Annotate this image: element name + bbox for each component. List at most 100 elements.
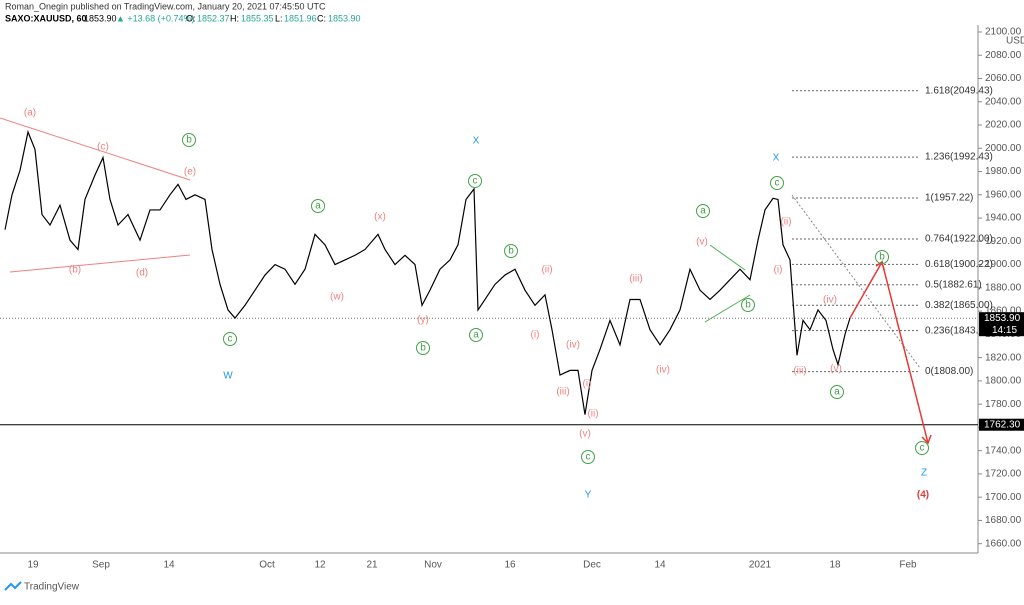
y-tick-label: 1680.00 [985,515,1022,526]
y-tick-label: 1900.00 [985,259,1022,270]
close: 1853.90 [328,13,361,23]
wave-label: (i) [583,379,592,390]
currency: USD [1006,36,1024,47]
wave-label: b [420,343,426,354]
wave-label: c [473,176,478,187]
wave-label: W [223,371,233,382]
wave-label: (iv) [566,340,580,351]
wave-label: c [920,443,925,454]
y-tick-label: 1740.00 [985,445,1022,456]
wave-label: (v) [830,364,842,375]
wave-label: b [508,246,514,257]
trend-line [0,117,191,181]
wave-circle [223,332,237,346]
wave-label: (i) [531,330,540,341]
x-tick-label: Dec [583,560,601,571]
o-label: O: [186,13,196,23]
wave-label: (c) [97,142,109,153]
wave-label: (iii) [793,366,806,377]
wave-label: (i) [774,265,783,276]
y-tick-label: 1880.00 [985,282,1022,293]
wave-circle [830,385,844,399]
wave-label: (w) [330,292,344,303]
y-tick-label: 1860.00 [985,306,1022,317]
x-tick-label: Sep [92,560,110,571]
c-label: C: [317,13,326,23]
wave-label: X [773,153,780,164]
wave-label: (ii) [780,217,791,228]
x-tick-label: 16 [504,560,516,571]
wave-label: (ii) [587,409,598,420]
fib-label: 1.236(1992.43) [925,152,993,163]
x-tick-label: 12 [314,560,326,571]
wave-label: c [586,452,591,463]
x-tick-label: Oct [259,560,275,571]
y-tick-label: 1700.00 [985,492,1022,503]
symbol: SAXO:XAUUSD, 60 [5,13,87,23]
wave-circle [469,328,483,342]
y-tick-label: 2080.00 [985,50,1022,61]
fib-label: 0.618(1900.22) [925,259,993,270]
trend-line [709,244,746,271]
wave-label: (e) [184,167,196,178]
x-tick-label: 2021 [749,560,772,571]
y-tick-label: 1920.00 [985,236,1022,247]
fib-label: 1(1957.22) [925,193,973,204]
wave-label: a [473,330,479,341]
wave-label: c [228,334,233,345]
wave-label: c [775,178,780,189]
wave-circle [182,133,196,147]
open: 1852.37 [197,13,230,23]
wave-label: (b) [69,265,81,276]
x-tick-label: Nov [424,560,442,571]
wave-label: b [879,252,885,263]
wave-circle [416,341,430,355]
fib-label: 0.236(1843.22) [925,325,993,336]
wave-label: (4) [917,490,929,501]
wave-circle [696,204,710,218]
logo: TradingView [4,581,80,593]
wave-label: (y) [417,315,429,326]
y-tick-label: 2020.00 [985,120,1022,131]
price-line [4,129,851,415]
fib-label: 0(1808.00) [925,366,973,377]
last-price-label: 1853.90 [984,313,1021,324]
wave-label: Y [585,490,592,501]
wave-label: (iv) [823,295,837,306]
y-tick-label: 2100.00 [985,27,1022,38]
y-tick-label: 1940.00 [985,213,1022,224]
change: ▲ +13.68 (+0.74%) [116,13,194,23]
y-tick-label: 2040.00 [985,96,1022,107]
h-label: H: [230,13,239,23]
wave-label: Z [921,468,927,479]
wave-label: b [186,135,192,146]
logo-icon [4,581,22,591]
wave-circle [875,250,889,264]
y-tick-label: 1660.00 [985,538,1022,549]
wave-circle [770,176,784,190]
logo-text: TradingView [24,582,80,593]
x-tick-label: 19 [27,560,39,571]
fib-label: 0.764(1922.00) [925,234,993,245]
wave-label: (iv) [656,365,670,376]
fib-label: 0.5(1882.61) [925,279,982,290]
wave-label: (iii) [629,274,642,285]
l-label: L: [275,13,283,23]
x-tick-label: Feb [899,560,917,571]
trend-line [9,254,191,273]
x-tick-label: 21 [366,560,378,571]
wave-label: a [834,387,840,398]
wave-label: (d) [136,268,148,279]
wave-label: a [700,206,706,217]
wave-label: (v) [696,237,708,248]
last-price-tag [979,312,1024,337]
arrow-head [875,260,932,445]
wave-circle [741,298,755,312]
y-tick-label: 2000.00 [985,143,1022,154]
fib-label: 1.618(2049.43) [925,85,993,96]
low: 1851.96 [284,13,317,23]
x-tick-label: 14 [654,560,666,571]
level-label: 1762.30 [984,419,1021,430]
